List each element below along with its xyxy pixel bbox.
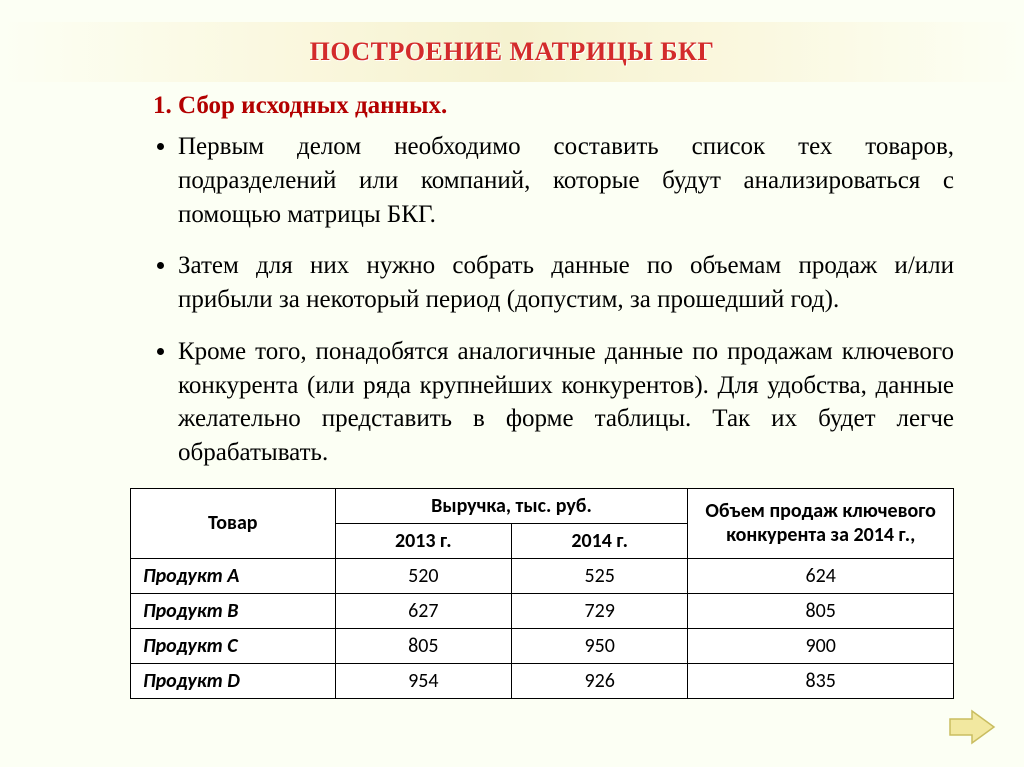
next-arrow-button[interactable] (948, 707, 996, 747)
table-row: Продукт C 805 950 900 (131, 628, 954, 663)
col-product: Товар (131, 488, 336, 558)
slide-content: Сбор исходных данных. Первым делом необх… (130, 92, 954, 699)
cell-2014: 926 (511, 663, 687, 698)
slide: ПОСТРОЕНИЕ МАТРИЦЫ БКГ Сбор исходных дан… (0, 0, 1024, 767)
cell-2013: 805 (335, 628, 511, 663)
step-item: Сбор исходных данных. (178, 92, 954, 120)
slide-title: ПОСТРОЕНИЕ МАТРИЦЫ БКГ (310, 37, 715, 67)
cell-competitor: 835 (688, 663, 954, 698)
cell-2013: 627 (335, 593, 511, 628)
cell-product: Продукт D (131, 663, 336, 698)
col-2013: 2013 г. (335, 523, 511, 558)
cell-2014: 729 (511, 593, 687, 628)
cell-competitor: 900 (688, 628, 954, 663)
table-row: Продукт D 954 926 835 (131, 663, 954, 698)
numbered-list: Сбор исходных данных. (130, 92, 954, 120)
col-competitor: Объем продаж ключевого конкурента за 201… (688, 488, 954, 558)
table-row: Продукт A 520 525 624 (131, 558, 954, 593)
col-2014: 2014 г. (511, 523, 687, 558)
cell-2014: 950 (511, 628, 687, 663)
cell-competitor: 805 (688, 593, 954, 628)
bullet-item: Кроме того, понадобятся аналогичные данн… (178, 335, 954, 470)
bullet-item: Затем для них нужно собрать данные по об… (178, 249, 954, 317)
cell-product: Продукт C (131, 628, 336, 663)
arrow-right-icon (948, 707, 996, 747)
cell-product: Продукт A (131, 558, 336, 593)
cell-2014: 525 (511, 558, 687, 593)
table-row: Продукт B 627 729 805 (131, 593, 954, 628)
cell-competitor: 624 (688, 558, 954, 593)
bullet-item: Первым делом необходимо составить список… (178, 130, 954, 231)
table-header-row: Товар Выручка, тыс. руб. Объем продаж кл… (131, 488, 954, 523)
col-revenue-group: Выручка, тыс. руб. (335, 488, 688, 523)
cell-2013: 954 (335, 663, 511, 698)
cell-2013: 520 (335, 558, 511, 593)
data-table: Товар Выручка, тыс. руб. Объем продаж кл… (130, 488, 954, 699)
bullet-list: Первым делом необходимо составить список… (130, 130, 954, 470)
title-bar: ПОСТРОЕНИЕ МАТРИЦЫ БКГ (0, 22, 1024, 82)
cell-product: Продукт B (131, 593, 336, 628)
step-heading: Сбор исходных данных. (178, 92, 447, 119)
